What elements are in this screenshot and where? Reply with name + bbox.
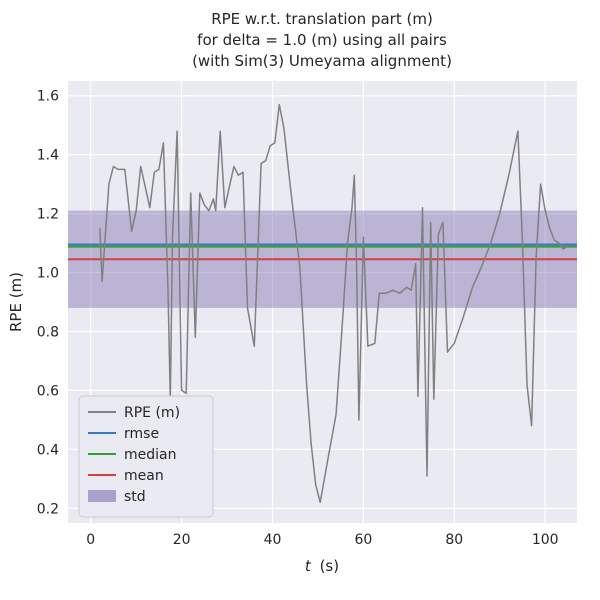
x-axis-label-unit: (s) (320, 557, 340, 575)
x-tick-label: 0 (86, 532, 95, 548)
x-tick-label: 20 (173, 532, 191, 548)
tick-labels-layer: 0 20 40 60 80 100 0.2 0.4 0.6 0.8 1.0 1.2 1.4 1.6 (37, 89, 559, 548)
y-tick-label: 0.8 (37, 324, 59, 340)
x-tick-label: 100 (532, 532, 559, 548)
legend-sample-std (88, 490, 116, 502)
title-line-1: RPE w.r.t. translation part (m) (211, 10, 433, 28)
x-axis-label: t (s) (305, 557, 339, 575)
rpe-line (99, 103, 569, 504)
y-tick-label: 1.2 (37, 207, 59, 223)
y-tick-label: 1.4 (37, 148, 59, 164)
x-tick-label: 80 (445, 532, 463, 548)
legend-label: rmse (124, 426, 159, 442)
y-tick-label: 0.4 (37, 442, 59, 458)
stat-lines-layer (68, 243, 577, 261)
legend-label: mean (124, 468, 164, 484)
y-axis-label: RPE (m) (7, 272, 25, 332)
y-tick-label: 1.6 (37, 89, 59, 105)
y-tick-label: 0.2 (37, 501, 59, 517)
y-tick-label: 0.6 (37, 383, 59, 399)
title-line-2: for delta = 1.0 (m) using all pairs (197, 31, 447, 49)
chart-title: RPE w.r.t. translation part (m) for delt… (192, 10, 452, 70)
x-tick-label: 60 (354, 532, 372, 548)
legend-box (78, 395, 214, 518)
x-axis-label-variable: t (305, 557, 312, 575)
y-tick-label: 1.0 (37, 266, 59, 282)
x-tick-label: 40 (264, 532, 282, 548)
legend-label: RPE (m) (124, 405, 180, 421)
title-line-3: (with Sim(3) Umeyama alignment) (192, 52, 452, 70)
series-layer (99, 103, 569, 504)
legend-label: std (124, 489, 146, 505)
legend: RPE (m) rmse median mean std (78, 395, 214, 518)
legend-label: median (124, 447, 176, 463)
